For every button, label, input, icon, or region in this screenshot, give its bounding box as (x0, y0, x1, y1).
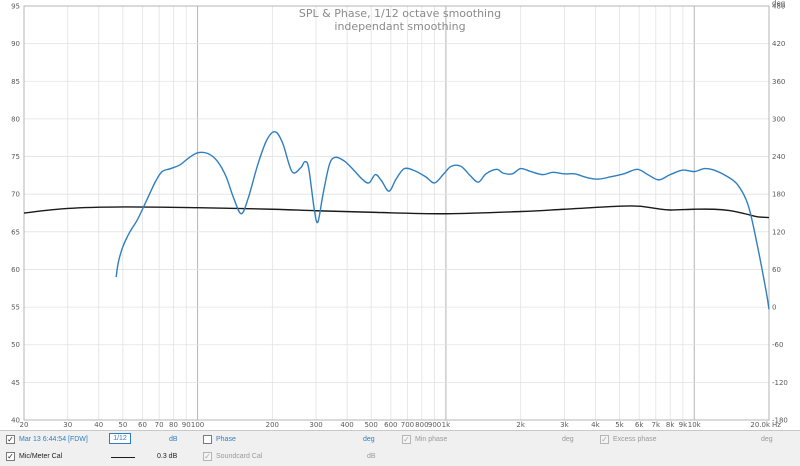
y-right-tick-label: 480 (772, 3, 785, 11)
x-tick-label: 400 (340, 421, 353, 429)
x-tick-label: 9k (679, 421, 688, 429)
y-tick-label: 45 (11, 379, 20, 387)
x-tick-label: 1k (442, 421, 451, 429)
y-right-tick-label: 360 (772, 78, 785, 86)
soundcard-cal-unit: dB (367, 453, 376, 460)
min-phase-checkbox[interactable]: ✓ (402, 435, 411, 444)
x-tick-label: 20.0k (750, 421, 771, 429)
legend-row-calibration: ✓ Mic/Meter Cal 0.3 dB ✓ Soundcard Cal d… (0, 449, 800, 465)
y-right-tick-label: 60 (772, 266, 781, 274)
y-tick-label: 50 (11, 341, 20, 349)
calibration-visible-checkbox[interactable]: ✓ (6, 452, 15, 461)
excess-phase-unit-label: deg (761, 436, 773, 443)
grid-lines (23, 5, 770, 421)
excess-phase-label: Excess phase (613, 436, 657, 443)
x-axis-unit: Hz (772, 421, 781, 429)
y-tick-label: 60 (11, 266, 20, 274)
calibration-line-swatch (111, 457, 135, 458)
phase-checkbox[interactable] (203, 435, 212, 444)
x-tick-label: 500 (364, 421, 377, 429)
measurement-visible-checkbox[interactable]: ✓ (6, 435, 15, 444)
phase-unit-label: deg (363, 436, 375, 443)
y-tick-label: 85 (11, 78, 20, 86)
x-tick-label: 5k (615, 421, 624, 429)
y-tick-label: 70 (11, 191, 20, 199)
calibration-offset: 0.3 dB (157, 453, 178, 460)
y-right-tick-label: -180 (772, 417, 788, 425)
x-tick-label: 700 (401, 421, 414, 429)
y-tick-label: 55 (11, 304, 20, 312)
phase-label: Phase (216, 436, 236, 443)
y-right-tick-label: 0 (772, 304, 776, 312)
y-right-tick-label: -60 (772, 341, 783, 349)
series-line-mar-13-6-44-54-fdw (115, 130, 770, 310)
legend-panel: ✓ Mar 13 6:44:54 [FDW] 1/12 dB Phase deg… (0, 430, 800, 466)
excess-phase-checkbox[interactable]: ✓ (600, 435, 609, 444)
x-tick-label: 7k (652, 421, 661, 429)
x-tick-label: 60 (138, 421, 147, 429)
spl-unit-label: dB (169, 436, 178, 443)
y-right-tick-label: 420 (772, 40, 785, 48)
x-tick-label: 600 (384, 421, 397, 429)
x-tick-label: 100 (191, 421, 204, 429)
x-tick-label: 70 (155, 421, 164, 429)
x-tick-label: 3k (560, 421, 569, 429)
x-tick-label: 30 (63, 421, 72, 429)
x-tick-label: 200 (266, 421, 279, 429)
axis-tick-labels: 40 45 50 55 60 65 70 75 80 85 90 95 -180 -120 -60 0 60 12… (11, 0, 788, 429)
y-tick-label: 75 (11, 153, 20, 161)
x-tick-label: 4k (591, 421, 600, 429)
y-tick-label: 80 (11, 115, 20, 123)
chart-subtitle: independant smoothing (334, 20, 465, 33)
legend-row-measurement: ✓ Mar 13 6:44:54 [FDW] 1/12 dB Phase deg… (0, 432, 800, 448)
min-phase-label: Min phase (415, 436, 448, 443)
calibration-name[interactable]: Mic/Meter Cal (19, 453, 63, 460)
y-right-tick-label: 180 (772, 191, 785, 199)
data-curves (23, 130, 770, 310)
x-tick-label: 6k (635, 421, 644, 429)
measurement-name[interactable]: Mar 13 6:44:54 [FDW] (19, 436, 88, 443)
series-line-mic-meter-cal (23, 205, 770, 219)
x-tick-label: 80 (169, 421, 178, 429)
y-tick-label: 90 (11, 40, 20, 48)
y-right-tick-label: 120 (772, 228, 785, 236)
y-tick-label: 95 (11, 3, 20, 11)
x-tick-label: 20 (20, 421, 29, 429)
y-tick-label: 40 (11, 417, 20, 425)
x-tick-label: 10k (688, 421, 702, 429)
smoothing-selector[interactable]: 1/12 (109, 433, 131, 444)
x-tick-label: 8k (666, 421, 675, 429)
y-right-axis-label: deg (772, 0, 785, 8)
spl-phase-chart: 40 45 50 55 60 65 70 75 80 85 90 95 -180 -120 -60 0 60 12… (0, 0, 800, 430)
x-tick-label: 300 (309, 421, 322, 429)
y-right-tick-label: 300 (772, 115, 785, 123)
y-tick-label: 65 (11, 228, 20, 236)
soundcard-cal-checkbox[interactable]: ✓ (203, 452, 212, 461)
x-tick-label: 800 (415, 421, 428, 429)
x-tick-label: 900 (428, 421, 441, 429)
min-phase-unit-label: deg (562, 436, 574, 443)
soundcard-cal-label: Soundcard Cal (216, 453, 263, 460)
x-tick-label: 50 (118, 421, 127, 429)
x-tick-label: 90 (182, 421, 191, 429)
y-right-tick-label: 240 (772, 153, 785, 161)
y-right-tick-label: -120 (772, 379, 788, 387)
x-tick-label: 40 (94, 421, 103, 429)
x-tick-label: 2k (516, 421, 525, 429)
chart-title: SPL & Phase, 1/12 octave smoothing (299, 7, 501, 20)
